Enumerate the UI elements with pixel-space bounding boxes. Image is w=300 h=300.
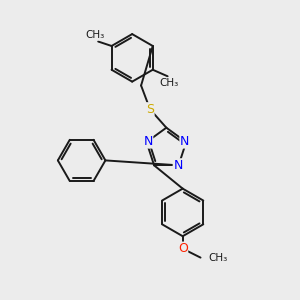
Text: CH₃: CH₃ [159,78,178,88]
Text: N: N [173,159,183,172]
Text: S: S [146,103,154,116]
Text: O: O [178,242,188,255]
Text: CH₃: CH₃ [209,253,228,262]
Text: N: N [143,135,153,148]
Text: CH₃: CH₃ [85,30,105,40]
Text: N: N [180,135,189,148]
